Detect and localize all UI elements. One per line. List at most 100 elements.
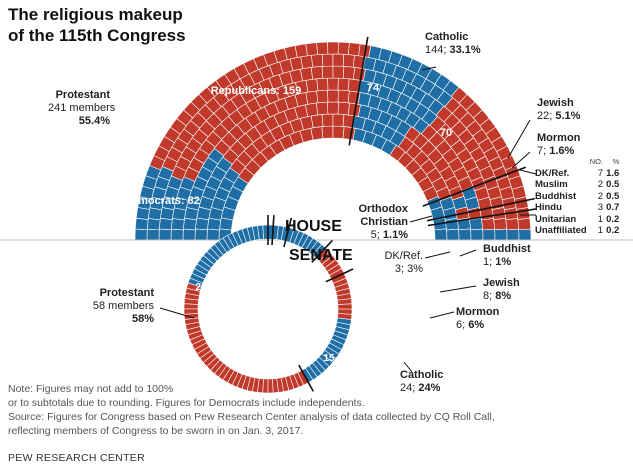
senate-seat-mormon [326, 263, 343, 276]
table-row: Unitarian 1 0.2 [535, 213, 620, 225]
house-seat [305, 102, 319, 117]
house-seat [305, 78, 319, 93]
senate-seat-jewish [301, 234, 314, 251]
house-seat [348, 42, 361, 57]
senate-seat-cath-dem [321, 349, 337, 363]
house-seat [159, 217, 173, 231]
leader-line [422, 166, 526, 207]
house-seat [337, 77, 350, 92]
house-seat [469, 217, 483, 231]
senate-jewish-label: Jewish 8; 8% [483, 277, 520, 302]
leader-line [421, 66, 437, 71]
senate-seat-cath-dem [318, 353, 334, 367]
senate-seat-cath-dem [312, 359, 326, 375]
house-seat [332, 113, 345, 127]
house-seat [310, 66, 324, 80]
senate-ring [183, 224, 353, 394]
senate-seat-prot-rep [218, 365, 231, 381]
senate-seat-prot-rep [196, 346, 212, 359]
senate-dkref-label: DK/Ref. 3; 3% [384, 250, 423, 275]
leader-line [348, 36, 369, 146]
senate-seat-cath-dem [336, 317, 352, 326]
house-seat [517, 217, 532, 231]
senate-seat-prot-dem [246, 226, 256, 242]
house-seat [310, 126, 324, 141]
senate-seat-mormon [318, 251, 334, 265]
house-seat [332, 125, 345, 139]
house-seat [446, 228, 460, 241]
leader-line [159, 307, 195, 319]
leader-line [311, 239, 333, 263]
senate-seat-prot-dem [187, 277, 204, 288]
senate-catholic-rep-label: 9 [363, 324, 369, 335]
senate-seat-prot-rep [214, 362, 228, 378]
senate-seat-cath-rep [337, 308, 353, 315]
senate-protestant-label: Protestant 58 members 58% [92, 287, 154, 325]
house-seat [434, 228, 448, 241]
senate-seat-prot-rep [222, 367, 235, 384]
house-catholic-dem-label: 74 [367, 82, 380, 94]
senate-seat-prot-rep [191, 338, 208, 350]
senate-seat-cath-dem [330, 334, 347, 346]
table-row: Hindu 3 0.7 [535, 202, 620, 213]
senate-prot-dem-label: 20 [195, 282, 207, 293]
house-seat [332, 65, 345, 79]
house-seat [481, 218, 495, 231]
chart-title: The religious makeup of the 115th Congre… [8, 5, 186, 45]
house-seat [518, 228, 532, 241]
senate-seat-cath-rep [332, 277, 349, 288]
house-seat [327, 41, 339, 55]
house-orthodox-label: Orthodox Christian 5; 1.1% [358, 203, 409, 241]
senate-seat-prot-rep [183, 303, 199, 310]
table-row: Buddhist 2 0.5 [535, 190, 620, 202]
senate-seat-jewish [289, 228, 300, 245]
senate-seat-jewish [308, 240, 322, 256]
house-seat [305, 90, 319, 105]
house-seat [494, 228, 508, 241]
house-seat [183, 217, 197, 231]
senate-seat-prot-dem [196, 259, 212, 272]
note-line: Note: Figures may not add to 100% [8, 383, 174, 395]
leader-line [298, 364, 314, 392]
senate-seat-prot-rep [187, 330, 204, 341]
senate-seat-prot-dem [193, 263, 210, 276]
senate-seat-prot-rep [276, 377, 285, 393]
senate-seat-prot-dem [206, 247, 221, 262]
senate-seat-cath-rep [335, 287, 351, 297]
house-seat [327, 89, 339, 103]
senate-buddhist-label: Buddhist 1; 1% [483, 243, 531, 268]
house-seat [327, 77, 339, 91]
senate-seat-cath-dem [328, 338, 345, 350]
senate-seat-prot-dem [210, 243, 224, 259]
senate-seat-prot-rep [289, 373, 300, 390]
house-seat [158, 228, 172, 241]
senate-seat-prot-dem [251, 225, 260, 241]
senate-seat-prot-rep [251, 377, 260, 393]
senate-seat-prot-rep [193, 342, 210, 355]
senate-seat-cath-dem [326, 342, 343, 355]
senate-seat-prot-rep [293, 371, 305, 388]
house-seat [206, 228, 220, 241]
table-header-no: NO. [589, 157, 604, 166]
table-row: DK/Ref. 7 1.6 [535, 167, 620, 179]
senate-seat-prot-dem [231, 230, 243, 247]
house-seat [321, 113, 334, 127]
senate-seat-cath-dem [332, 330, 349, 341]
senate-seat-prot-rep [262, 378, 269, 394]
source-line: reflecting members of Congress to be swo… [8, 425, 304, 437]
senate-seat-prot-rep [280, 376, 290, 392]
senate-prot-rep-label: 38 [237, 362, 249, 373]
house-seat [316, 101, 329, 116]
senate-seat-jewish [293, 230, 305, 247]
senate-seat-prot-rep [202, 353, 218, 367]
house-seat [458, 228, 472, 241]
house-seat [316, 89, 329, 104]
senate-seat-prot-rep [236, 373, 247, 390]
senate-seat-prot-rep [189, 334, 206, 346]
senate-seat-mormon [321, 255, 337, 269]
leader-line [271, 215, 275, 246]
house-seat [327, 101, 339, 115]
senate-seat-prot-rep [206, 356, 221, 371]
house-seat [146, 228, 160, 241]
senate-seat-cath-rep [334, 282, 350, 292]
